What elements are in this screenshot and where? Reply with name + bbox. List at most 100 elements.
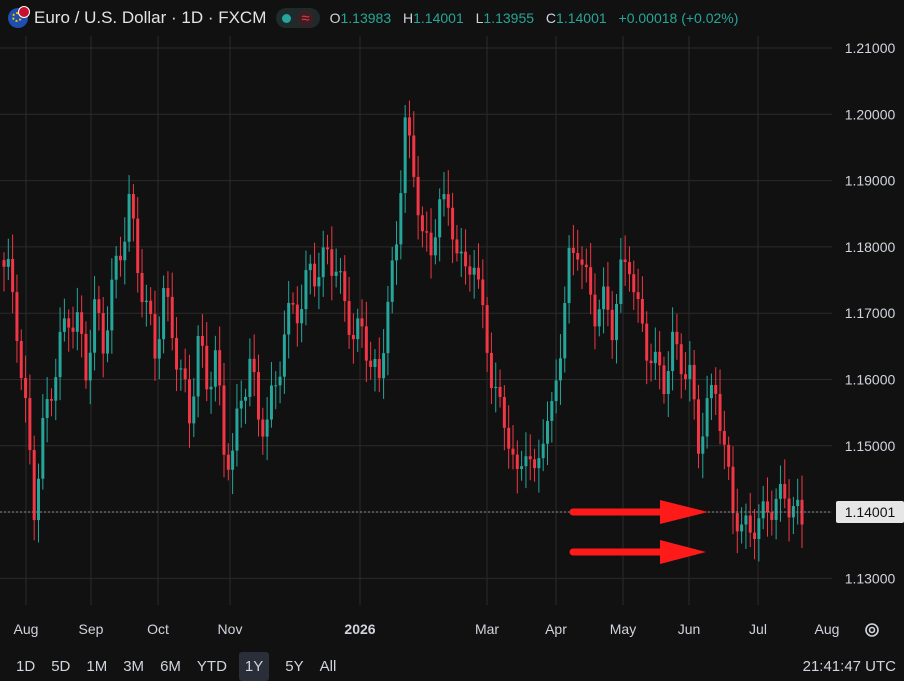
candle-body <box>256 372 260 420</box>
x-axis[interactable]: Aug Sep Oct Nov 2026 Mar Apr May Jun Jul Aug <box>14 621 840 637</box>
candle-body <box>701 436 705 454</box>
candle-body <box>705 398 709 437</box>
market-open-dot-icon <box>282 13 292 23</box>
price-chart[interactable]: 1.21000 1.20000 1.19000 1.18000 1.17000 1.160… <box>0 0 904 652</box>
candle-body <box>459 251 463 254</box>
y-tick-label: 1.19000 <box>845 173 896 189</box>
candle-body <box>338 271 342 273</box>
candle-body <box>356 318 360 340</box>
candle-body <box>589 267 593 295</box>
chart-header: Euro / U.S. Dollar · 1D · FXCM ≈ O1.1398… <box>0 0 904 36</box>
candle-body <box>653 351 657 364</box>
approx-wave-icon: ≈ <box>297 9 314 27</box>
candle-body <box>416 176 420 216</box>
annotation-arrow-2 <box>569 540 706 564</box>
y-axis[interactable]: 1.21000 1.20000 1.19000 1.18000 1.17000 1.160… <box>845 40 896 586</box>
candle-body <box>196 336 200 397</box>
candle-body <box>386 301 390 354</box>
candle-body <box>464 251 468 267</box>
candle-body <box>645 323 649 361</box>
candle-body <box>498 386 502 397</box>
candle-body <box>291 302 295 305</box>
ohlc-values: O1.13983 H1.14001 L1.13955 C1.14001 +0.0… <box>329 10 739 26</box>
eur-usd-flag-icon <box>8 6 30 28</box>
candle-body <box>671 331 675 372</box>
candle-body <box>343 271 347 302</box>
candle-body <box>157 339 161 359</box>
utc-clock[interactable]: 21:41:47 UTC <box>802 658 896 675</box>
timeframe-1m[interactable]: 1M <box>86 657 108 675</box>
candle-body <box>778 483 782 499</box>
candle-body <box>753 532 757 540</box>
candle-body <box>584 264 588 268</box>
x-tick-label: Sep <box>79 621 104 637</box>
timeframe-5y[interactable]: 5Y <box>285 657 304 675</box>
timeframe-5d[interactable]: 5D <box>51 657 71 675</box>
candle-body <box>476 267 480 280</box>
candle-body <box>727 444 731 467</box>
x-tick-label: Aug <box>14 621 39 637</box>
candle-body <box>446 194 450 208</box>
candle-body <box>37 478 41 521</box>
candle-body <box>19 340 23 379</box>
candle-body <box>287 302 291 335</box>
candle-body <box>740 524 744 532</box>
candle-body <box>131 194 135 219</box>
timeframe-1y[interactable]: 1Y <box>238 651 270 681</box>
candle-body <box>433 237 437 256</box>
candle-body <box>623 259 627 262</box>
candle-body <box>407 117 411 136</box>
symbol-title[interactable]: Euro / U.S. Dollar · 1D · FXCM <box>34 8 267 27</box>
timeframe-6m[interactable]: 6M <box>160 657 181 675</box>
candle-body <box>75 312 79 332</box>
candle-body <box>106 330 110 354</box>
candle-body <box>62 318 66 332</box>
candle-body <box>511 448 515 455</box>
candle-body <box>364 326 368 361</box>
candle-body <box>88 352 92 381</box>
candle-body <box>187 379 191 424</box>
timeframe-all[interactable]: All <box>319 657 337 675</box>
candle-body <box>502 396 506 428</box>
candle-body <box>162 288 166 340</box>
x-tick-label: 2026 <box>344 621 375 637</box>
candle-body <box>718 393 722 431</box>
x-tick-label: Jun <box>678 621 701 637</box>
market-status-pill[interactable]: ≈ <box>276 8 320 28</box>
timeframe-1d[interactable]: 1D <box>16 657 36 675</box>
candle-body <box>757 518 761 540</box>
candle-body <box>714 384 718 394</box>
candle-body <box>334 271 338 276</box>
candle-body <box>636 292 640 300</box>
candle-body <box>722 430 726 445</box>
y-tick-label: 1.16000 <box>845 372 896 388</box>
candle-body <box>576 253 580 260</box>
candle-body <box>533 459 537 469</box>
candle-body <box>774 498 778 520</box>
change-value: +0.00018 (+0.02%) <box>618 10 739 26</box>
candle-body <box>118 255 122 261</box>
candle-body <box>347 301 351 335</box>
candle-body <box>123 241 127 261</box>
timeframe-3m[interactable]: 3M <box>123 657 145 675</box>
axis-settings-icon[interactable] <box>862 620 882 640</box>
x-tick-label: Apr <box>545 621 567 637</box>
timeframe-bar: 1D 5D 1M 3M 6M YTD 1Y 5Y All 21:41:47 UT… <box>0 651 904 681</box>
candle-body <box>731 466 735 514</box>
candle-body <box>32 449 36 521</box>
x-tick-label: Aug <box>815 621 840 637</box>
candle-body <box>144 300 148 303</box>
candle-body <box>192 396 196 424</box>
candle-body <box>735 513 739 532</box>
candle-body <box>252 358 256 373</box>
candle-body <box>675 331 679 345</box>
x-tick-label: Mar <box>475 621 499 637</box>
timeframe-ytd[interactable]: YTD <box>196 657 227 675</box>
candle-body <box>550 401 554 421</box>
candle-body <box>593 294 597 327</box>
candle-body <box>442 194 446 200</box>
candle-body <box>520 466 524 469</box>
candle-body <box>709 384 713 399</box>
y-tick-label: 1.21000 <box>845 40 896 56</box>
candle-body <box>282 334 286 377</box>
